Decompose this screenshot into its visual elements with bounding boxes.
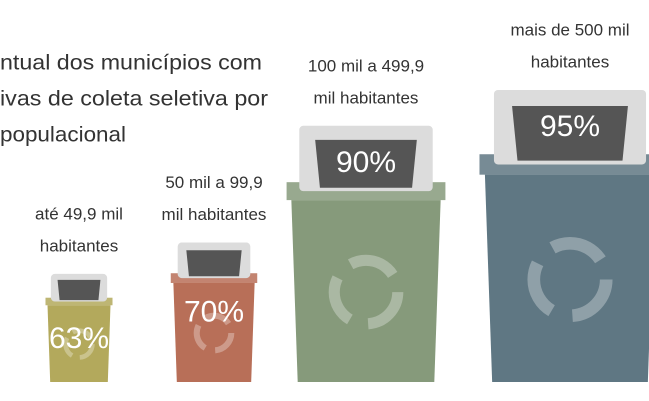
category-label: habitantes (531, 52, 609, 71)
category-label: mil habitantes (314, 88, 419, 107)
bin-body (485, 175, 649, 382)
data-label: 95% (540, 110, 600, 143)
chart-title: ivas de coleta seletiva por (0, 88, 268, 111)
category-label: mil habitantes (162, 205, 267, 224)
chart: ntual dos municípios com ivas de coleta … (0, 0, 649, 401)
chart-title: populacional (0, 124, 126, 147)
category-label: 100 mil a 499,9 (308, 56, 424, 75)
category-label: mais de 500 mil (510, 20, 629, 39)
category-label: 50 mil a 99,9 (165, 173, 262, 192)
chart-title: ntual dos municípios com (0, 52, 262, 75)
bin-opening (58, 280, 101, 300)
data-label: 63% (49, 322, 109, 355)
category-label: até 49,9 mil (35, 204, 123, 223)
data-label: 70% (184, 296, 244, 329)
data-label: 90% (336, 146, 396, 179)
bin-body (291, 200, 440, 382)
category-label: habitantes (40, 236, 118, 255)
bin-opening (186, 250, 241, 276)
